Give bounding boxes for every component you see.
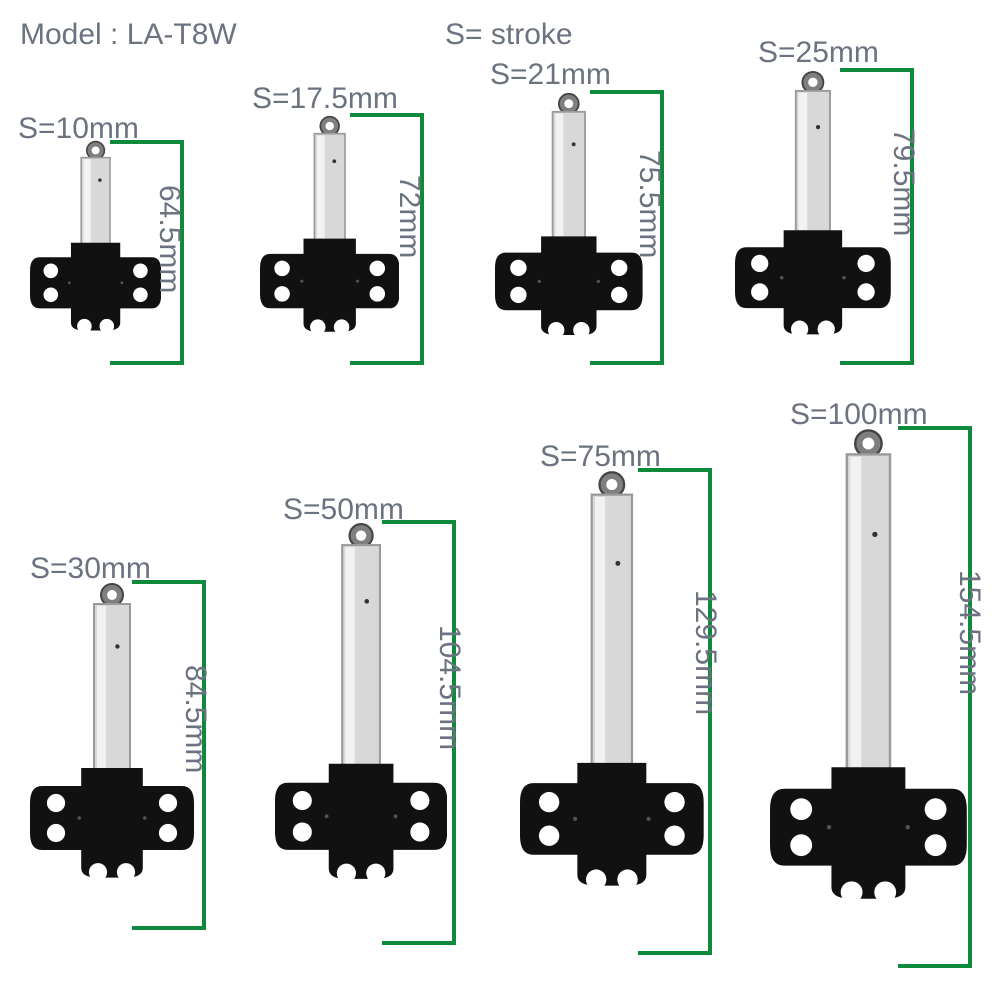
length-label: 154.5mm: [952, 570, 986, 695]
stroke-label: S=10mm: [18, 112, 139, 146]
length-label: 104.5mm: [432, 625, 466, 750]
length-label: 72mm: [392, 175, 426, 258]
dimension-bracket: [898, 426, 972, 968]
stroke-legend: S= stroke: [445, 18, 573, 52]
stroke-label: S=17.5mm: [252, 82, 398, 116]
length-label: 64.5mm: [152, 185, 186, 293]
stroke-label: S=50mm: [283, 493, 404, 527]
length-label: 84.5mm: [178, 665, 212, 773]
stroke-label: S=30mm: [30, 552, 151, 586]
length-label: 75.5mm: [632, 150, 666, 258]
stroke-label: S=21mm: [490, 58, 611, 92]
length-label: 129.5mm: [688, 590, 722, 715]
model-title: Model : LA-T8W: [20, 18, 237, 52]
stroke-label: S=25mm: [758, 36, 879, 70]
length-label: 79.5mm: [886, 128, 920, 236]
stroke-label: S=75mm: [540, 440, 661, 474]
stroke-label: S=100mm: [790, 398, 928, 432]
